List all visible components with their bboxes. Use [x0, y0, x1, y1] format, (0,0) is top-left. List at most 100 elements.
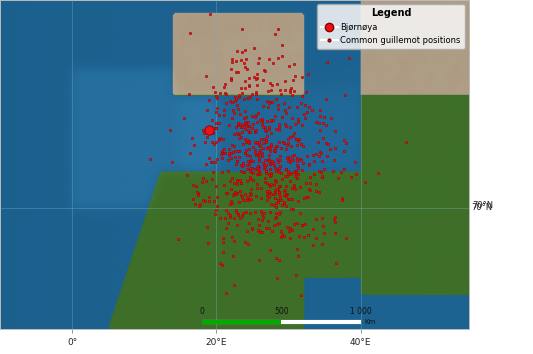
Common guillemot positions	[254, 164, 263, 170]
Common guillemot positions	[230, 94, 239, 100]
Common guillemot positions	[232, 161, 240, 167]
Common guillemot positions	[293, 171, 302, 177]
Common guillemot positions	[285, 228, 293, 234]
Common guillemot positions	[228, 175, 236, 181]
Common guillemot positions	[280, 78, 289, 84]
Common guillemot positions	[252, 76, 260, 82]
Common guillemot positions	[254, 227, 263, 233]
Common guillemot positions	[263, 145, 271, 151]
Common guillemot positions	[208, 139, 216, 145]
Text: 1 000: 1 000	[350, 307, 372, 316]
Common guillemot positions	[305, 175, 314, 180]
Common guillemot positions	[261, 158, 269, 163]
Common guillemot positions	[191, 201, 199, 206]
Common guillemot positions	[252, 91, 260, 97]
Common guillemot positions	[294, 138, 302, 143]
Common guillemot positions	[265, 209, 274, 215]
Common guillemot positions	[222, 207, 231, 212]
Common guillemot positions	[260, 165, 268, 170]
Common guillemot positions	[207, 117, 216, 123]
Common guillemot positions	[346, 175, 355, 180]
Common guillemot positions	[254, 153, 263, 158]
Common guillemot positions	[202, 73, 211, 79]
Common guillemot positions	[261, 68, 270, 73]
Common guillemot positions	[266, 170, 275, 176]
Common guillemot positions	[293, 220, 301, 225]
Common guillemot positions	[211, 159, 220, 165]
Common guillemot positions	[213, 156, 222, 162]
Common guillemot positions	[246, 192, 255, 198]
Common guillemot positions	[199, 130, 208, 136]
Common guillemot positions	[259, 214, 267, 219]
Common guillemot positions	[241, 197, 250, 202]
Common guillemot positions	[246, 191, 254, 196]
Common guillemot positions	[301, 221, 309, 227]
Common guillemot positions	[216, 91, 224, 96]
Common guillemot positions	[244, 124, 253, 129]
Common guillemot positions	[293, 159, 301, 164]
Common guillemot positions	[280, 187, 289, 193]
Common guillemot positions	[316, 149, 325, 155]
Common guillemot positions	[292, 169, 301, 174]
Common guillemot positions	[195, 203, 204, 209]
Common guillemot positions	[374, 170, 382, 176]
Common guillemot positions	[280, 100, 288, 105]
Common guillemot positions	[253, 166, 262, 171]
Common guillemot positions	[299, 143, 308, 149]
Common guillemot positions	[271, 256, 280, 261]
Common guillemot positions	[288, 157, 297, 162]
Common guillemot positions	[218, 262, 227, 268]
Common guillemot positions	[271, 179, 280, 185]
Common guillemot positions	[318, 175, 326, 180]
Common guillemot positions	[277, 197, 286, 202]
Common guillemot positions	[309, 226, 317, 232]
Common guillemot positions	[270, 148, 278, 153]
Common guillemot positions	[272, 210, 281, 216]
Common guillemot positions	[246, 191, 255, 196]
Common guillemot positions	[315, 190, 324, 195]
Common guillemot positions	[317, 150, 326, 156]
Common guillemot positions	[276, 157, 285, 163]
Common guillemot positions	[252, 140, 261, 146]
Common guillemot positions	[261, 179, 269, 185]
Common guillemot positions	[193, 190, 202, 196]
Common guillemot positions	[241, 150, 249, 155]
Common guillemot positions	[316, 127, 325, 133]
Common guillemot positions	[285, 236, 294, 241]
Common guillemot positions	[222, 101, 230, 106]
Common guillemot positions	[297, 74, 306, 80]
Common guillemot positions	[326, 146, 335, 152]
Common guillemot positions	[201, 178, 210, 184]
Common guillemot positions	[254, 56, 263, 61]
Common guillemot positions	[281, 192, 289, 198]
Common guillemot positions	[281, 147, 290, 152]
Common guillemot positions	[219, 136, 227, 142]
Common guillemot positions	[266, 141, 275, 147]
Common guillemot positions	[220, 150, 228, 155]
Text: 0: 0	[200, 307, 205, 316]
Common guillemot positions	[265, 159, 273, 164]
Common guillemot positions	[290, 73, 299, 79]
Common guillemot positions	[277, 228, 286, 233]
Common guillemot positions	[292, 136, 301, 142]
Common guillemot positions	[212, 125, 221, 131]
Common guillemot positions	[253, 185, 262, 191]
Common guillemot positions	[246, 176, 254, 182]
Common guillemot positions	[265, 80, 274, 86]
Common guillemot positions	[235, 155, 244, 160]
Common guillemot positions	[257, 195, 265, 201]
Common guillemot positions	[329, 169, 337, 174]
Common guillemot positions	[233, 181, 241, 187]
Common guillemot positions	[239, 115, 248, 121]
Common guillemot positions	[270, 177, 279, 183]
Common guillemot positions	[248, 158, 257, 164]
Common guillemot positions	[264, 88, 272, 93]
Common guillemot positions	[247, 157, 255, 162]
Common guillemot positions	[205, 155, 213, 161]
Common guillemot positions	[239, 170, 248, 175]
Common guillemot positions	[255, 159, 263, 164]
Common guillemot positions	[236, 57, 245, 63]
Common guillemot positions	[211, 211, 220, 217]
Common guillemot positions	[224, 220, 232, 226]
Common guillemot positions	[361, 179, 369, 185]
